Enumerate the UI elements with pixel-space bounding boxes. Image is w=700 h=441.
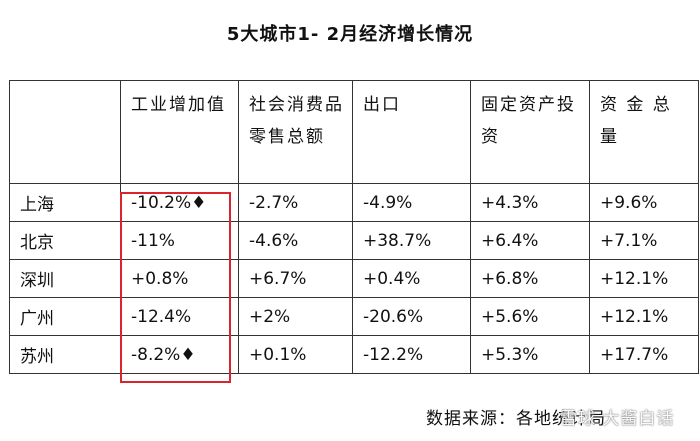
table-cell: +0.4% [352, 259, 471, 298]
table-cell: -10.2%♦ [120, 183, 239, 222]
table-cell: +12.1% [589, 297, 699, 336]
watermark: 雪球 大酱白话 [560, 409, 675, 429]
table-cell: -2.7% [238, 183, 353, 222]
table-cell: +0.1% [238, 335, 353, 374]
header-export: 出口 [352, 80, 471, 184]
table-row: 北京 -11% -4.6% +38.7% +6.4% +7.1% [9, 221, 699, 260]
header-corner [9, 80, 121, 184]
table-cell: +5.6% [470, 297, 590, 336]
header-retail-sales: 社会消费品零售总额 [238, 80, 353, 184]
table-cell: -12.2% [352, 335, 471, 374]
table-row: 上海 -10.2%♦ -2.7% -4.9% +4.3% +9.6% [9, 183, 699, 222]
header-total-funds: 资 金 总 量 [589, 80, 699, 184]
header-row: 工业增加值 社会消费品零售总额 出口 固定资产投资 资 金 总 量 [9, 80, 699, 184]
table-cell: +5.3% [470, 335, 590, 374]
header-industrial-value-added: 工业增加值 [120, 80, 239, 184]
table-row: 苏州 -8.2%♦ +0.1% -12.2% +5.3% +17.7% [9, 335, 699, 374]
city-cell: 广州 [9, 297, 121, 336]
table-cell: -20.6% [352, 297, 471, 336]
table-cell: +2% [238, 297, 353, 336]
table-cell: -8.2%♦ [120, 335, 239, 374]
city-cell: 苏州 [9, 335, 121, 374]
table-cell: +38.7% [352, 221, 471, 260]
table-cell: -4.9% [352, 183, 471, 222]
table-cell: -12.4% [120, 297, 239, 336]
table-cell: -4.6% [238, 221, 353, 260]
table-row: 深圳 +0.8% +6.7% +0.4% +6.8% +12.1% [9, 259, 699, 298]
header-fixed-asset-investment: 固定资产投资 [470, 80, 590, 184]
table-cell: +17.7% [589, 335, 699, 374]
city-cell: 北京 [9, 221, 121, 260]
city-cell: 深圳 [9, 259, 121, 298]
chart-title: 5大城市1- 2月经济增长情况 [226, 24, 474, 45]
table-cell: +12.1% [589, 259, 699, 298]
table-cell: +9.6% [589, 183, 699, 222]
data-source: 数据来源：各地统计局 [426, 409, 606, 429]
city-cell: 上海 [9, 183, 121, 222]
table-cell: +0.8% [120, 259, 239, 298]
table-cell: +6.4% [470, 221, 590, 260]
data-table: 工业增加值 社会消费品零售总额 出口 固定资产投资 资 金 总 量 上海 -10… [9, 80, 699, 374]
table-cell: -11% [120, 221, 239, 260]
table-cell: +4.3% [470, 183, 590, 222]
table-row: 广州 -12.4% +2% -20.6% +5.6% +12.1% [9, 297, 699, 336]
table-cell: +6.7% [238, 259, 353, 298]
table-cell: +7.1% [589, 221, 699, 260]
table-cell: +6.8% [470, 259, 590, 298]
data-table-wrapper: 工业增加值 社会消费品零售总额 出口 固定资产投资 资 金 总 量 上海 -10… [9, 80, 699, 374]
